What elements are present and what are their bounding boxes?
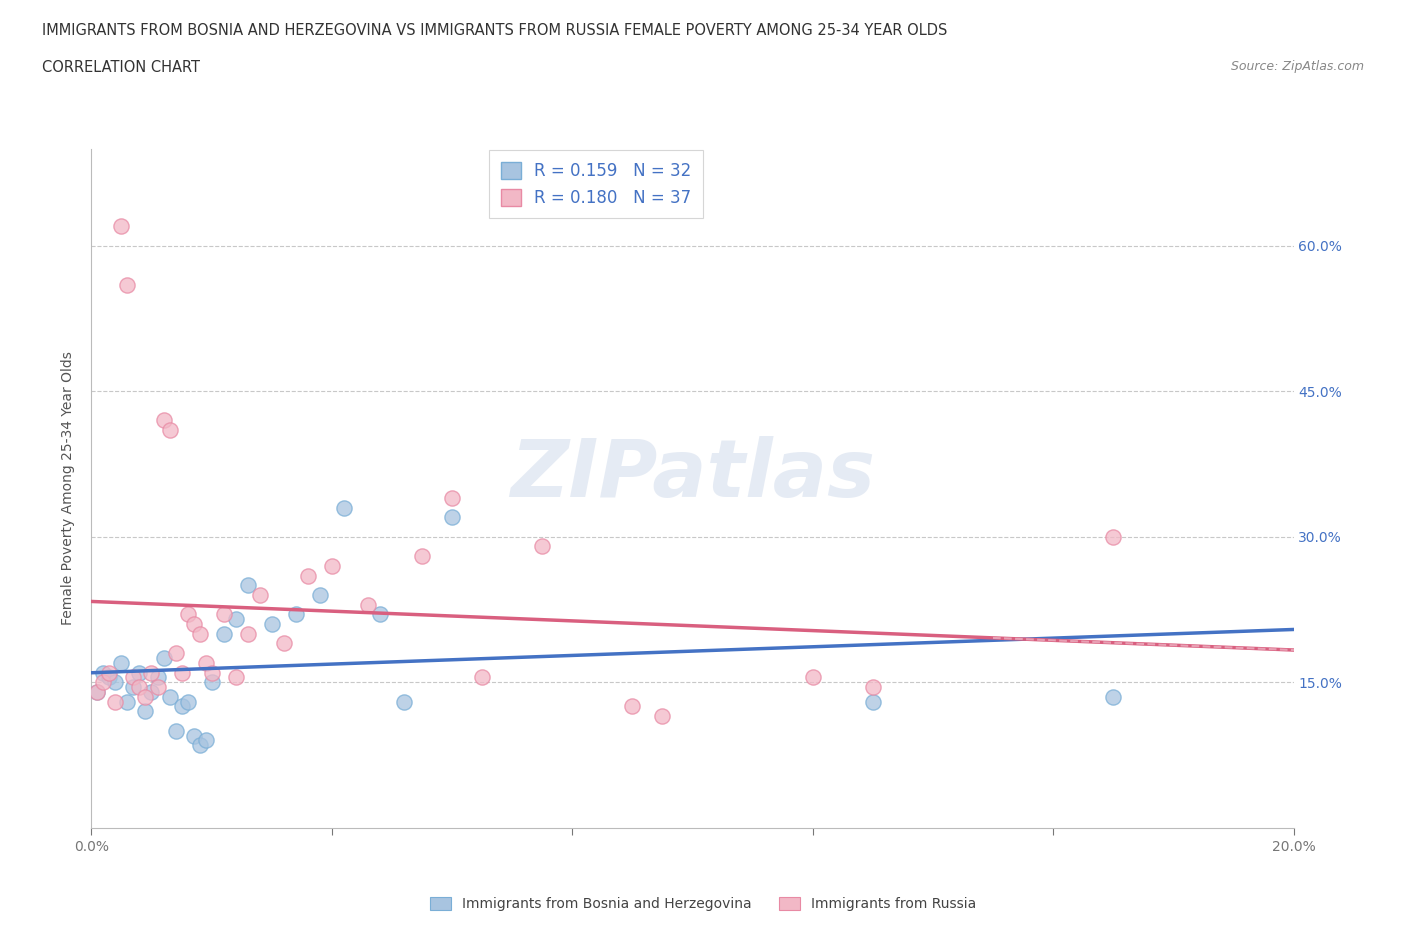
- Point: [194, 733, 217, 748]
- Point: [284, 607, 307, 622]
- Point: [212, 607, 235, 622]
- Point: [1102, 529, 1125, 544]
- Text: CORRELATION CHART: CORRELATION CHART: [42, 60, 200, 75]
- Text: Source: ZipAtlas.com: Source: ZipAtlas.com: [1230, 60, 1364, 73]
- Point: [188, 737, 211, 752]
- Legend: R = 0.159   N = 32, R = 0.180   N = 37: R = 0.159 N = 32, R = 0.180 N = 37: [489, 151, 703, 219]
- Point: [93, 665, 115, 680]
- Point: [86, 684, 108, 699]
- Point: [104, 694, 127, 709]
- Point: [249, 588, 271, 603]
- Point: [1102, 689, 1125, 704]
- Point: [236, 626, 259, 641]
- Point: [440, 490, 463, 505]
- Point: [86, 684, 108, 699]
- Point: [146, 670, 169, 684]
- Point: [801, 670, 824, 684]
- Text: ZIPatlas: ZIPatlas: [510, 435, 875, 513]
- Point: [122, 680, 145, 695]
- Point: [368, 607, 391, 622]
- Point: [170, 699, 193, 714]
- Point: [212, 626, 235, 641]
- Point: [117, 277, 139, 292]
- Point: [146, 680, 169, 695]
- Point: [134, 689, 156, 704]
- Point: [152, 413, 174, 428]
- Point: [110, 656, 132, 671]
- Point: [183, 617, 205, 631]
- Point: [152, 651, 174, 666]
- Point: [862, 694, 884, 709]
- Y-axis label: Female Poverty Among 25-34 Year Olds: Female Poverty Among 25-34 Year Olds: [62, 352, 76, 625]
- Point: [273, 636, 295, 651]
- Point: [471, 670, 494, 684]
- Point: [236, 578, 259, 592]
- Point: [165, 645, 187, 660]
- Point: [176, 607, 198, 622]
- Point: [225, 612, 247, 627]
- Point: [128, 680, 150, 695]
- Point: [117, 694, 139, 709]
- Point: [862, 680, 884, 695]
- Point: [440, 510, 463, 525]
- Point: [333, 500, 356, 515]
- Point: [159, 689, 181, 704]
- Point: [183, 728, 205, 743]
- Point: [98, 665, 121, 680]
- Point: [531, 539, 554, 554]
- Point: [357, 597, 380, 612]
- Point: [110, 219, 132, 233]
- Text: IMMIGRANTS FROM BOSNIA AND HERZEGOVINA VS IMMIGRANTS FROM RUSSIA FEMALE POVERTY : IMMIGRANTS FROM BOSNIA AND HERZEGOVINA V…: [42, 23, 948, 38]
- Legend: Immigrants from Bosnia and Herzegovina, Immigrants from Russia: Immigrants from Bosnia and Herzegovina, …: [423, 890, 983, 919]
- Point: [411, 549, 433, 564]
- Point: [104, 675, 127, 690]
- Point: [651, 709, 673, 724]
- Point: [128, 665, 150, 680]
- Point: [170, 665, 193, 680]
- Point: [260, 617, 283, 631]
- Point: [176, 694, 198, 709]
- Point: [122, 670, 145, 684]
- Point: [165, 724, 187, 738]
- Point: [225, 670, 247, 684]
- Point: [93, 675, 115, 690]
- Point: [141, 684, 163, 699]
- Point: [194, 656, 217, 671]
- Point: [159, 422, 181, 437]
- Point: [308, 588, 330, 603]
- Point: [321, 558, 343, 573]
- Point: [621, 699, 644, 714]
- Point: [98, 670, 121, 684]
- Point: [297, 568, 319, 583]
- Point: [201, 665, 224, 680]
- Point: [188, 626, 211, 641]
- Point: [134, 704, 156, 719]
- Point: [392, 694, 415, 709]
- Point: [201, 675, 224, 690]
- Point: [141, 665, 163, 680]
